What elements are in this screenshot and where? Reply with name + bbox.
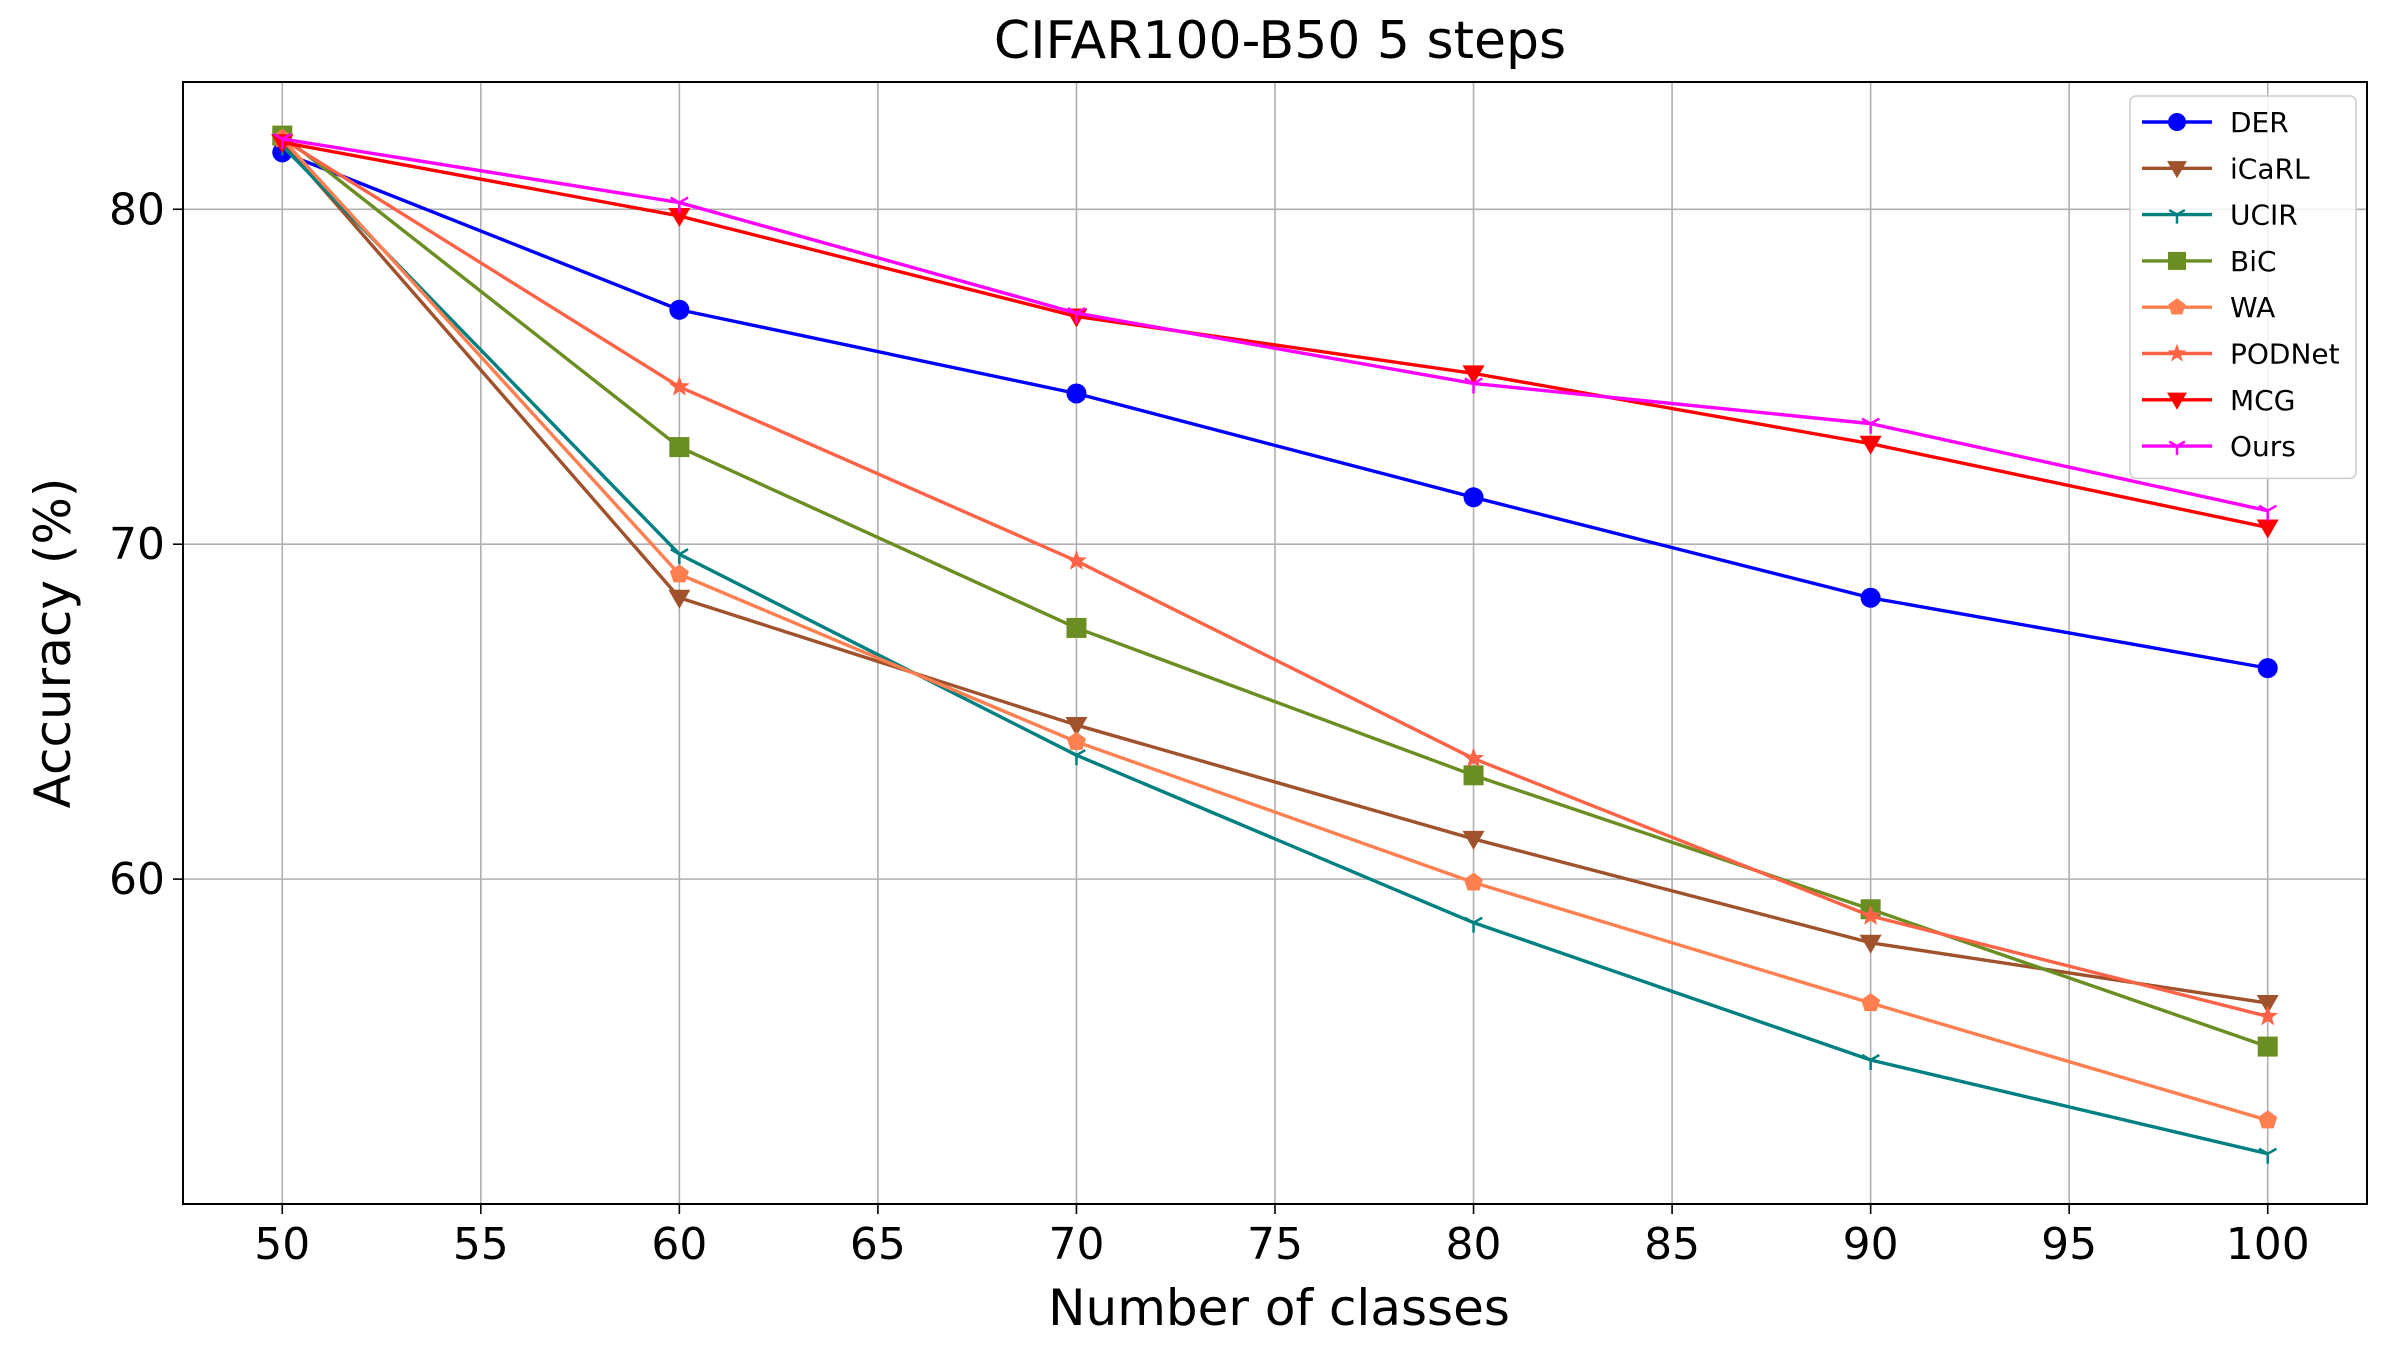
data-point [1861,417,1880,434]
data-point [1462,830,1485,850]
data-point [2256,995,2279,1015]
legend-label: Ours [2230,430,2296,463]
data-point [669,299,690,320]
y-tick-label: 80 [109,184,165,235]
legend-item: BiC [2142,245,2277,278]
data-point [2257,658,2278,679]
x-tick-label: 50 [254,1219,310,1270]
x-tick-label: 60 [651,1219,707,1270]
data-point [1464,377,1483,394]
legend-marker [2168,440,2186,456]
data-point [2258,1147,2278,1164]
legend-marker [2168,209,2186,224]
data-point [1463,487,1484,508]
x-axis-label: Number of classes [1048,1279,1510,1337]
legend-item: WA [2142,291,2275,324]
data-point [668,207,691,227]
data-point [1859,934,1882,954]
x-tick-label: 100 [2226,1219,2310,1270]
grid [183,82,2367,1204]
data-point [1065,717,1088,737]
legend-label: UCIR [2230,199,2298,232]
data-point [668,375,690,396]
x-tick-label: 85 [1644,1219,1700,1270]
data-point [1859,435,1882,455]
series-line-wa [281,137,2269,1122]
x-tick-label: 80 [1446,1219,1502,1270]
legend: DER iCaRL UCIR BiC WA PODNet MCG Ours [2129,95,2357,480]
legend-item: MCG [2142,384,2295,417]
data-point [670,196,689,213]
y-axis-label: Accuracy (%) [24,478,82,809]
legend-label: PODNet [2230,338,2340,371]
series-line-icarl [280,141,2268,1005]
data-point [1066,617,1087,638]
legend-label: WA [2230,291,2275,324]
data-point [1067,749,1086,766]
series-line-podnet [281,137,2269,1019]
legend-marker [2167,343,2187,362]
series-layer [271,125,2279,1164]
legend-item: UCIR [2142,199,2298,232]
data-point [272,132,292,149]
data-point [2256,519,2279,539]
x-tick-label: 75 [1247,1219,1303,1270]
data-point [1067,307,1086,324]
data-point [1463,765,1484,786]
data-point [1066,383,1087,404]
legend-item: PODNet [2142,338,2340,371]
series-ours [272,132,2278,521]
legend-marker [2168,113,2186,131]
series-ucir [272,139,2278,1164]
legend-marker [2168,298,2186,315]
legend-label: DER [2230,106,2289,139]
legend-box [2129,95,2357,480]
x-tick-label: 90 [1843,1219,1899,1270]
data-point [1066,731,1086,750]
data-point [1464,872,1484,891]
series-line-ours [282,137,2269,513]
data-point [1861,993,1881,1012]
y-tick-label: 70 [109,519,165,570]
legend-marker [2167,392,2187,410]
data-point [2257,1036,2278,1057]
data-point [669,564,689,583]
data-point [1462,365,1485,385]
x-tick-label: 65 [850,1219,906,1270]
x-tick-label: 55 [453,1219,509,1270]
chart-title: CIFAR100-B50 5 steps [994,11,1566,71]
data-point [1860,587,1881,608]
axis-ticks: 50 55 60 65 70 75 80 85 90 95 100 60 70 80 [109,184,2310,1270]
data-point [2258,1110,2278,1129]
series-der [272,142,2278,679]
legend-item: iCaRL [2142,152,2310,185]
data-point [669,437,690,458]
data-point [1464,916,1483,933]
data-point [668,589,691,609]
x-tick-label: 95 [2041,1219,2097,1270]
data-point [1861,1053,1880,1070]
legend-marker [2167,161,2187,179]
data-point [1065,549,1087,570]
legend-label: iCaRL [2230,152,2310,185]
data-point [1463,747,1485,768]
series-line-der [281,150,2269,670]
data-point [2257,1005,2279,1026]
y-tick-label: 60 [109,854,165,905]
series-line-ucir [281,144,2269,1156]
data-point [670,548,689,565]
series-line-mcg [281,140,2269,530]
data-point [1860,904,1882,925]
x-tick-label: 70 [1048,1219,1104,1270]
legend-marker [2168,251,2186,270]
legend-item: Ours [2142,430,2296,463]
data-point [2258,504,2278,521]
legend-label: MCG [2230,384,2295,417]
legend-label: BiC [2230,245,2277,278]
legend-item: DER [2142,106,2289,139]
